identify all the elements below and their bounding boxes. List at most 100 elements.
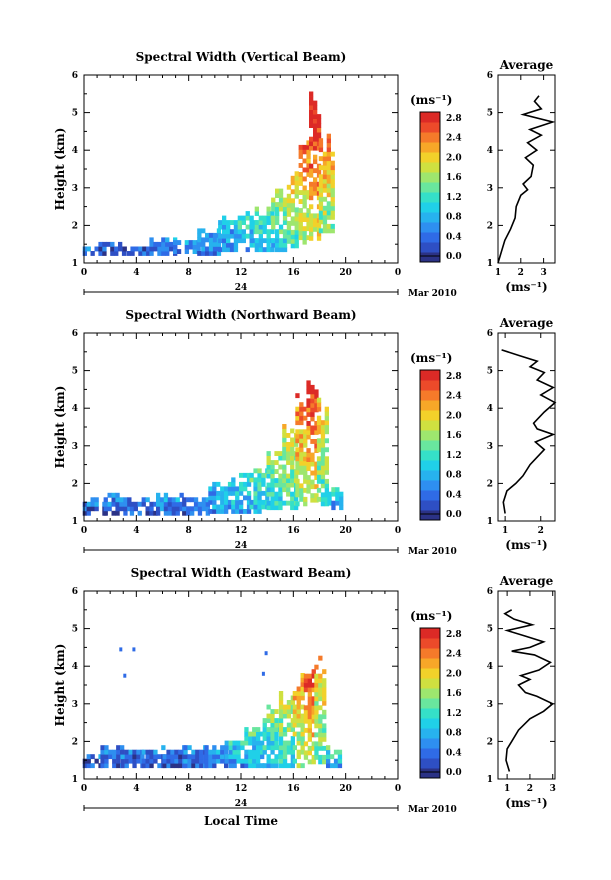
heatmap-cell [173, 249, 178, 254]
heatmap-cell [229, 233, 235, 239]
heatmap-cell [270, 482, 275, 488]
heatmap-cell [252, 754, 257, 760]
heatmap-cell [278, 197, 284, 203]
heatmap-cell [212, 754, 217, 760]
average-y-tick-label: 5 [487, 367, 493, 377]
heatmap-cell [324, 415, 329, 421]
heatmap-cell [307, 691, 312, 697]
heatmap-cell [171, 506, 176, 512]
heatmap-cell [236, 754, 241, 760]
heatmap-cell [330, 192, 335, 198]
y-axis-label: Height (km) [53, 644, 67, 727]
heatmap-cell [314, 466, 319, 471]
heatmap-cell [316, 429, 322, 435]
heatmap-cell [300, 731, 305, 737]
heatmap-cell [318, 673, 323, 679]
heatmap-cell [241, 220, 246, 225]
heatmap-cell [322, 714, 327, 720]
heatmap-cell [108, 749, 113, 755]
heatmap-cell [174, 749, 179, 755]
heatmap-cell [314, 691, 319, 697]
heatmap-cell [282, 428, 287, 434]
heatmap-cell [256, 736, 261, 741]
heatmap-cell [306, 167, 311, 173]
heatmap-cell [296, 740, 301, 746]
heatmap-cell [184, 249, 189, 254]
heatmap-cell [282, 211, 288, 216]
heatmap-cell [309, 141, 314, 147]
heatmap-cell [322, 174, 328, 180]
heatmap-cell [275, 211, 280, 216]
heatmap-cell [212, 763, 217, 769]
heatmap-cell [266, 211, 271, 216]
heatmap-cell [162, 754, 167, 760]
colorbar-swatch [420, 768, 440, 779]
x-axis-label: Local Time [204, 814, 278, 828]
colorbar-swatch [420, 232, 440, 243]
heatmap-cell [313, 222, 318, 228]
heatmap-cell [179, 492, 184, 498]
heatmap-cell [306, 158, 311, 164]
heatmap-cell [253, 486, 258, 492]
heatmap-cell [241, 238, 246, 244]
heatmap-cell [157, 241, 162, 247]
heatmap-cell [306, 425, 311, 431]
heatmap-cell [302, 149, 307, 155]
heatmap-cell [314, 678, 319, 684]
heatmap-cell [318, 736, 323, 742]
heatmap-cell [233, 224, 239, 230]
heatmap-cell [311, 754, 316, 760]
heatmap-cell [300, 749, 305, 755]
heatmap-cell [294, 496, 299, 502]
heatmap-cell [306, 384, 311, 390]
heatmap-cell [290, 460, 295, 465]
heatmap-cell [157, 754, 162, 760]
heatmap-cell [303, 460, 308, 466]
average-y-tick-label: 2 [487, 221, 493, 231]
heatmap-cell [192, 249, 197, 254]
heatmap-cell [318, 732, 323, 738]
heatmap-cell [322, 727, 327, 733]
heatmap-cell [316, 460, 322, 466]
heatmap-cell [195, 749, 200, 755]
heatmap-cell [149, 506, 154, 512]
heatmap-cell [309, 109, 314, 115]
heatmap-cell [282, 215, 288, 221]
heatmap-cell [226, 224, 231, 230]
heatmap-cell [228, 758, 233, 764]
heatmap-cell [309, 213, 314, 219]
heatmap-cell [161, 241, 166, 247]
heatmap-cell [256, 731, 261, 737]
heatmap-cell [111, 510, 116, 516]
heatmap-cell [271, 197, 276, 203]
heatmap-cell [310, 470, 315, 476]
x-tick-label: 8 [186, 526, 192, 536]
heatmap-cell [296, 763, 301, 769]
heatmap-cell [274, 709, 279, 714]
heatmap-cell [183, 754, 188, 760]
heatmap-cell [309, 114, 314, 119]
colorbar-swatch [420, 420, 440, 431]
heatmap-cell [330, 160, 335, 166]
heatmap-cell [270, 500, 275, 506]
heatmap-cell [299, 433, 304, 439]
heatmap-cell [278, 496, 283, 502]
heatmap-cell [119, 497, 124, 503]
heatmap-cell [197, 237, 202, 243]
y-tick-label: 3 [72, 700, 78, 710]
heatmap-cell [253, 504, 258, 510]
heatmap-cell [271, 242, 276, 248]
heatmap-cell [116, 745, 121, 751]
heatmap-cell [294, 184, 299, 190]
heatmap-cell [229, 247, 235, 253]
heatmap-cell [262, 731, 267, 737]
heatmap-cell [314, 709, 319, 715]
heatmap-cell [309, 163, 314, 169]
heatmap-cell [274, 482, 279, 488]
heatmap-cell [292, 731, 297, 737]
y-tick-label: 5 [72, 109, 78, 119]
heatmap-cell [145, 749, 150, 755]
heatmap-cell [212, 509, 217, 514]
heatmap-cell [278, 754, 284, 760]
colorbar-tick-label: 1.2 [446, 451, 462, 461]
